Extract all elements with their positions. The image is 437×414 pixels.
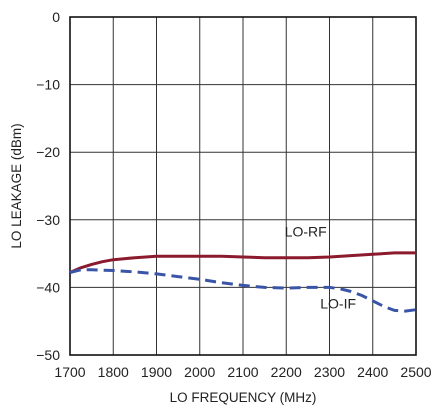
annotations: LO-RF LO-IF [285, 224, 356, 312]
x-tick-labels: 1700 1800 1900 2000 2100 2200 2300 2400 2500 [54, 364, 431, 380]
series-annotation: LO-IF [320, 295, 356, 311]
y-tick-labels: 0 −10 −20 −30 −40 −50 [36, 9, 60, 363]
x-tick-label: 1800 [98, 364, 129, 380]
series-line-lo-if [69, 268, 417, 313]
y-axis-label: LO LEAKAGE (dBm) [9, 123, 24, 248]
plot-frame [69, 16, 417, 356]
x-tick-label: 2500 [400, 364, 431, 380]
x-tick-label: 2000 [184, 364, 215, 380]
y-tick-label: 0 [52, 9, 60, 25]
series-annotation: LO-RF [285, 224, 327, 240]
y-tick-label: −40 [36, 279, 60, 295]
x-tick-label: 2300 [314, 364, 345, 380]
series-line-lo-rf [69, 251, 416, 274]
series-layer [69, 251, 417, 313]
x-tick-label: 1700 [54, 364, 85, 380]
y-tick-label: −10 [36, 77, 60, 93]
y-tick-label: −30 [36, 212, 60, 228]
x-tick-label: 1900 [141, 364, 172, 380]
x-tick-label: 2200 [271, 364, 302, 380]
y-tick-label: −50 [36, 347, 60, 363]
x-tick-label: 2100 [227, 364, 258, 380]
x-axis-label: LO FREQUENCY (MHz) [170, 390, 317, 405]
y-tick-label: −20 [36, 144, 60, 160]
x-tick-label: 2400 [357, 364, 388, 380]
grid [69, 16, 417, 356]
